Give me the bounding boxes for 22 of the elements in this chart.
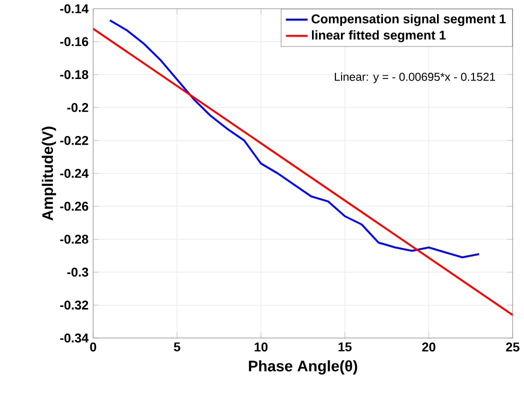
x-axis-title: Phase Angle(θ) (248, 360, 358, 375)
x-tick-label: 5 (174, 342, 180, 352)
y-tick-label: -0.22 (60, 136, 88, 145)
legend-label: Compensation signal segment 1 (312, 14, 506, 26)
y-tick-label: -0.3 (67, 268, 88, 277)
y-tick-label: -0.16 (60, 37, 88, 46)
y-tick-label: -0.28 (60, 234, 88, 244)
x-tick-label: 10 (254, 342, 268, 352)
x-tick-label: 0 (90, 342, 96, 352)
x-tick-label: 25 (506, 342, 520, 352)
legend-label: linear fitted segment 1 (312, 30, 446, 42)
x-tick-label: 15 (338, 342, 352, 352)
y-tick-label: -0.2 (67, 103, 88, 112)
y-tick-label: -0.24 (60, 168, 89, 178)
y-tick-label: -0.34 (60, 334, 89, 343)
y-tick-label: -0.14 (60, 4, 89, 14)
y-tick-label: -0.26 (60, 202, 88, 211)
y-axis-title: Amplitude(V) (42, 126, 56, 220)
y-tick-label: -0.32 (60, 300, 88, 310)
y-tick-label: -0.18 (60, 70, 88, 80)
x-tick-label: 20 (422, 342, 436, 352)
annotation: Linear: y = - 0.00695*x - 0.1521 (334, 72, 496, 84)
